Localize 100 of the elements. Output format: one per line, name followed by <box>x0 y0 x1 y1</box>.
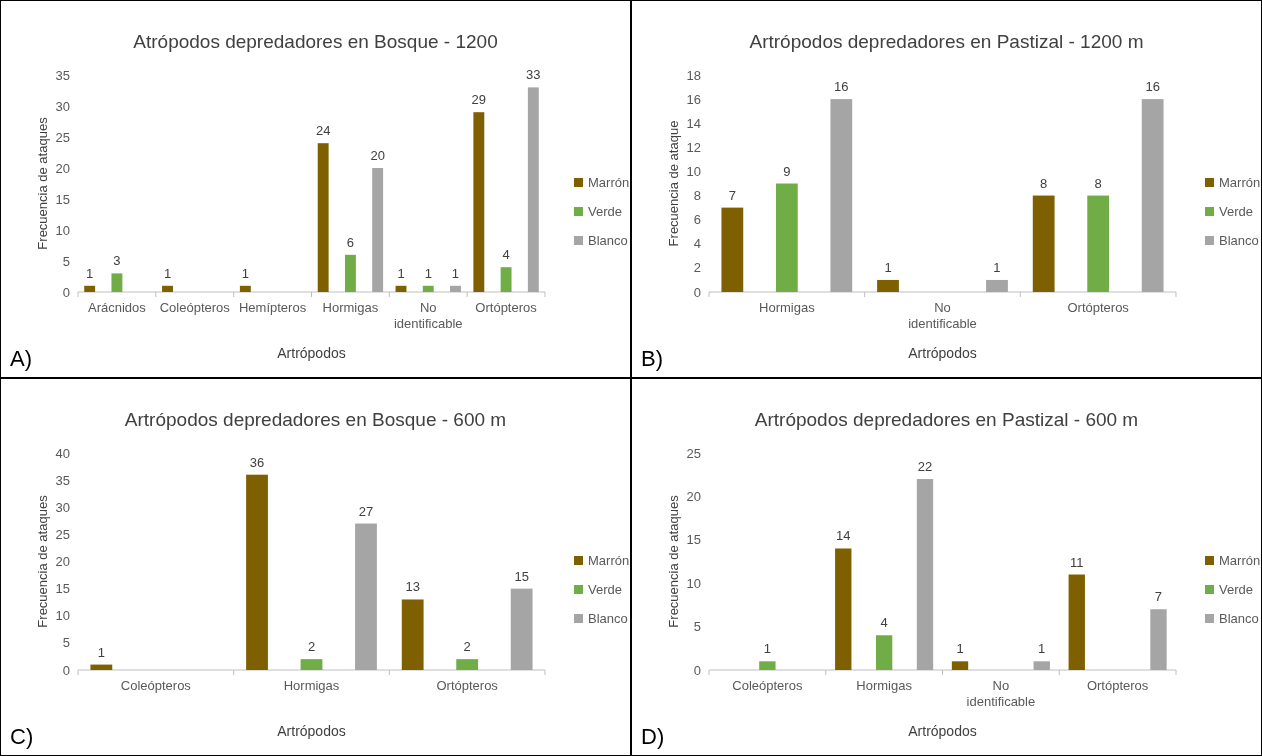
x-tick-label: Ortópteros <box>1086 678 1149 693</box>
data-label: 1 <box>993 259 1001 275</box>
legend-label: Marrón <box>588 553 630 568</box>
x-tick-label: No identificable <box>393 300 463 331</box>
bar <box>527 87 539 292</box>
y-axis-title: Frecuencia de ataque <box>666 120 681 247</box>
legend-label: Marrón <box>588 175 630 190</box>
y-tick-label: 6 <box>693 212 701 228</box>
bar <box>1068 574 1085 670</box>
data-label: 1 <box>86 265 94 281</box>
y-tick-label: 10 <box>686 575 701 591</box>
bar <box>111 273 123 292</box>
y-tick-label: 10 <box>55 608 70 624</box>
y-tick-label: 10 <box>55 222 70 238</box>
legend-label: Marrón <box>1219 175 1261 190</box>
data-label: 1 <box>241 265 249 281</box>
y-tick-label: 5 <box>62 253 70 269</box>
bar <box>986 279 1008 292</box>
x-tick-label: Arácnidos <box>88 300 147 315</box>
data-label: 1 <box>97 644 105 660</box>
y-tick-label: 25 <box>55 129 70 145</box>
data-label: 1 <box>763 641 771 657</box>
legend-label: Blanco <box>588 611 628 626</box>
data-label: 14 <box>836 528 851 544</box>
data-label: 1 <box>451 265 460 281</box>
y-tick-label: 16 <box>686 91 701 107</box>
data-label: 1 <box>884 259 892 275</box>
y-tick-label: 20 <box>55 554 70 569</box>
bar <box>90 664 113 670</box>
legend-label: Verde <box>1219 204 1253 219</box>
legend-label: Blanco <box>1219 233 1259 248</box>
x-tick-label: Ortópteros <box>436 678 499 693</box>
bar <box>473 112 485 292</box>
y-tick-label: 12 <box>686 139 701 155</box>
text: D) <box>641 724 665 749</box>
bar <box>246 474 268 670</box>
bar <box>1032 195 1055 292</box>
data-label: 13 <box>405 579 420 595</box>
data-label: 1 <box>163 265 172 281</box>
y-tick-label: 15 <box>55 191 70 207</box>
y-tick-label: 35 <box>55 472 70 488</box>
bar <box>1033 661 1050 670</box>
data-label: 11 <box>1070 554 1084 570</box>
y-axis-title: Frecuencia de ataques <box>35 494 50 628</box>
x-tick-label: Coleópteros <box>732 678 803 693</box>
data-label: 29 <box>471 92 487 108</box>
data-label: 1 <box>1038 641 1046 657</box>
bar <box>344 254 356 292</box>
data-label: 3 <box>113 253 121 269</box>
bar <box>317 143 329 292</box>
x-tick-label: Ortópteros <box>475 300 538 315</box>
y-tick-label: 15 <box>686 532 701 548</box>
legend-label: Verde <box>588 582 622 597</box>
bar <box>721 207 744 292</box>
x-tick-label: Hormigas <box>759 300 816 315</box>
bar <box>759 661 776 670</box>
x-tick-label: Coleópteros <box>120 678 192 693</box>
bar <box>510 588 533 670</box>
bar <box>830 99 853 292</box>
chart-title: Artrópodos depredadores en Pastizal - 1200 m <box>749 31 1144 52</box>
text: A) <box>10 346 32 371</box>
data-label: 9 <box>783 163 791 179</box>
x-tick-label: Coleópteros <box>159 300 231 315</box>
data-label: 8 <box>1040 175 1048 191</box>
data-label: 6 <box>346 234 355 250</box>
data-label: 20 <box>370 148 385 163</box>
bar <box>162 285 173 292</box>
y-axis-title: Frecuencia de ataques <box>666 494 681 628</box>
y-tick-label: 2 <box>693 260 701 276</box>
x-axis-title: Artrópodos <box>908 723 977 739</box>
x-tick-label: Hormigas <box>322 300 379 315</box>
data-label: 2 <box>307 639 316 655</box>
x-tick-label: No identificable <box>966 678 1036 709</box>
y-tick-label: 5 <box>62 635 70 651</box>
legend-label: Verde <box>588 204 622 219</box>
y-tick-label: 0 <box>62 662 70 678</box>
x-tick-label: Hormigas <box>283 678 340 693</box>
data-label: 1 <box>397 265 405 281</box>
x-tick-label: No identificable <box>908 300 977 331</box>
legend-label: Marrón <box>1219 553 1261 568</box>
y-tick-label: 5 <box>693 619 701 635</box>
y-tick-label: 10 <box>686 163 701 179</box>
text: C) <box>10 724 34 749</box>
bar <box>1087 195 1110 292</box>
data-label: 24 <box>315 123 331 139</box>
legend-label: Blanco <box>588 233 628 248</box>
bar <box>372 168 384 292</box>
data-label: 16 <box>834 79 849 95</box>
data-label: 36 <box>249 454 265 470</box>
bar <box>300 659 323 670</box>
y-tick-label: 25 <box>686 445 701 461</box>
bar <box>951 661 969 670</box>
y-tick-label: 25 <box>55 526 70 542</box>
data-label: 1 <box>956 641 964 657</box>
y-tick-label: 4 <box>693 236 701 252</box>
y-tick-label: 0 <box>62 284 70 300</box>
bar <box>500 267 512 292</box>
legend-label: Verde <box>1219 582 1253 597</box>
chart-title: Atrópodos depredadores en Bosque - 1200 <box>133 31 498 52</box>
y-tick-label: 18 <box>686 67 701 83</box>
